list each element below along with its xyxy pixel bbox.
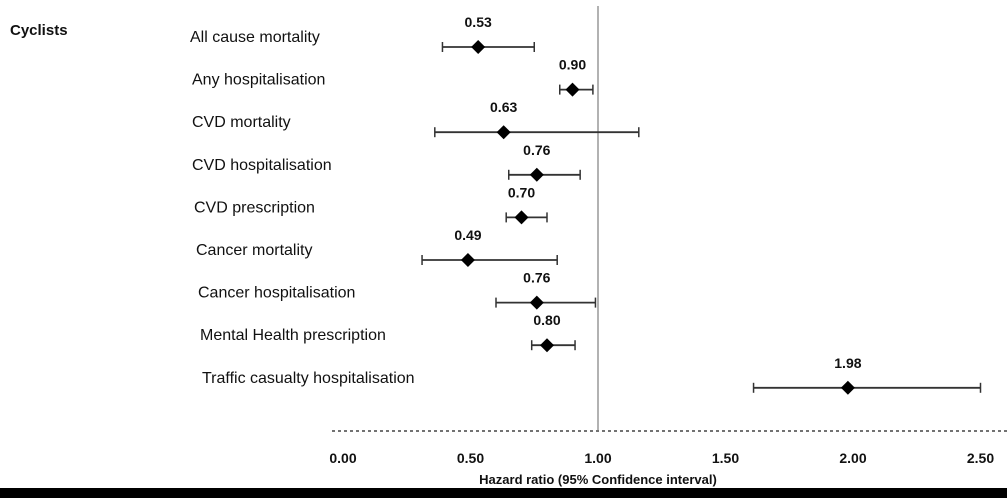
forest-row: Any hospitalisation 0.90 <box>192 57 594 97</box>
hazard-ratio-label: 0.53 <box>465 14 492 30</box>
hazard-ratio-marker <box>529 295 544 310</box>
forest-row: Mental Health prescription 0.80 <box>200 312 576 353</box>
group-label: Cyclists <box>10 22 68 39</box>
x-tick-label: 0.50 <box>457 450 484 466</box>
forest-row: Traffic casualty hospitalisation 1.98 <box>202 355 982 395</box>
forest-row: Cancer mortality 0.49 <box>196 227 558 267</box>
hazard-ratio-label: 0.63 <box>490 99 517 115</box>
hazard-ratio-marker <box>514 210 529 225</box>
row-label: Cancer hospitalisation <box>198 285 355 302</box>
bottom-bar <box>0 488 1007 498</box>
hazard-ratio-label: 0.49 <box>454 227 481 243</box>
hazard-ratio-marker <box>471 40 486 54</box>
hazard-ratio-marker <box>460 253 475 267</box>
x-tick-label: 2.50 <box>967 450 994 466</box>
row-label: Mental Health prescription <box>200 327 386 344</box>
hazard-ratio-marker <box>840 380 855 395</box>
row-label: Cancer mortality <box>196 242 312 259</box>
hazard-ratio-label: 0.80 <box>533 312 560 328</box>
hazard-ratio-marker <box>565 82 580 97</box>
row-label: Any hospitalisation <box>192 72 325 89</box>
row-label: CVD hospitalisation <box>192 157 332 174</box>
hazard-ratio-label: 0.90 <box>559 57 586 73</box>
row-label: CVD prescription <box>194 199 315 216</box>
row-label: All cause mortality <box>190 29 320 46</box>
x-tick-label: 1.00 <box>584 450 611 466</box>
forest-row: Cancer hospitalisation 0.76 <box>198 270 597 310</box>
x-tick-label: 0.00 <box>329 450 356 466</box>
forest-row: CVD hospitalisation 0.76 <box>192 142 581 182</box>
row-label: CVD mortality <box>192 114 291 131</box>
hazard-ratio-marker <box>496 125 511 140</box>
forest-row: All cause mortality 0.53 <box>190 14 535 54</box>
forest-row: CVD mortality 0.63 <box>192 99 640 140</box>
forest-row: CVD prescription 0.70 <box>194 184 548 225</box>
hazard-ratio-marker <box>529 167 544 182</box>
hazard-ratio-label: 0.76 <box>523 270 550 286</box>
hazard-ratio-label: 0.70 <box>508 184 535 200</box>
hazard-ratio-label: 0.76 <box>523 142 550 158</box>
row-label: Traffic casualty hospitalisation <box>202 370 415 387</box>
hazard-ratio-marker <box>540 338 554 353</box>
x-tick-label: 2.00 <box>839 450 866 466</box>
hazard-ratio-label: 1.98 <box>834 355 861 371</box>
x-tick-label: 1.50 <box>712 450 739 466</box>
x-axis-title: Hazard ratio (95% Confidence interval) <box>479 472 717 487</box>
